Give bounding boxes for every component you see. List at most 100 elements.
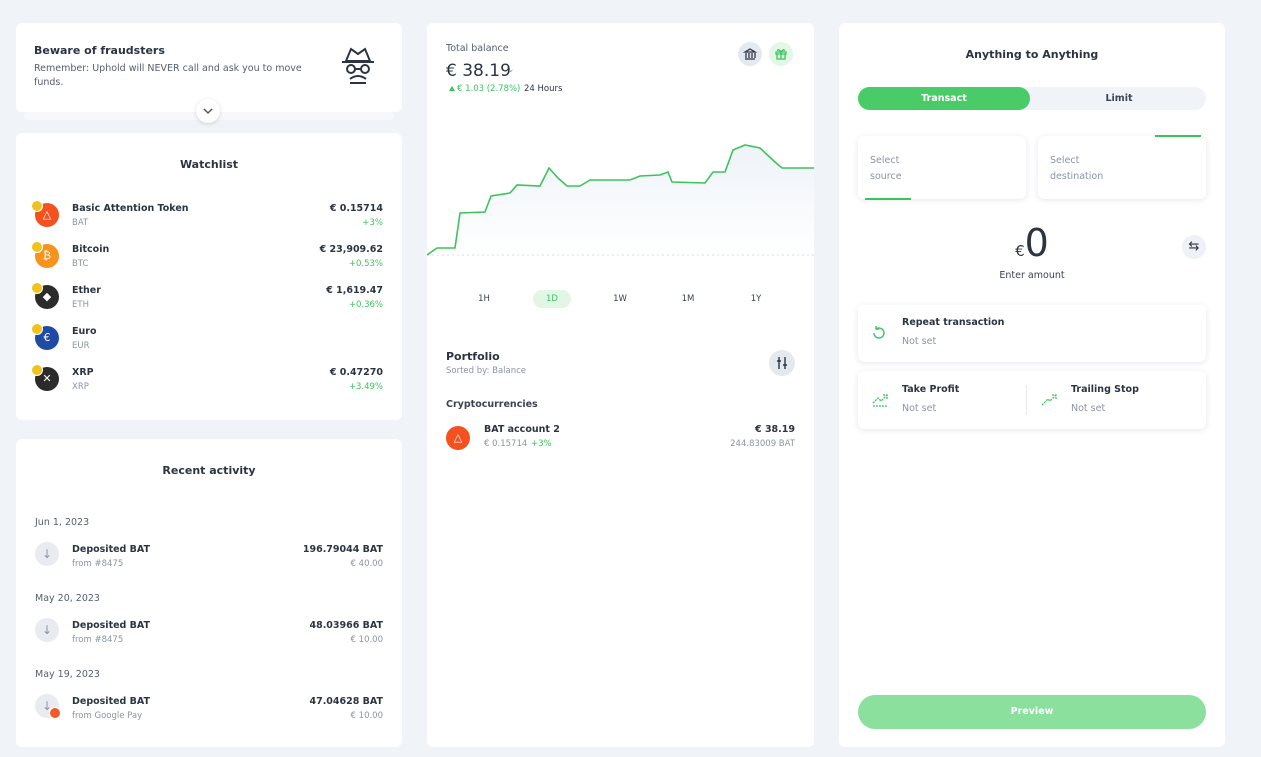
- up-arrow: [449, 86, 455, 91]
- coin-icon: ◆: [31, 282, 59, 309]
- source-box[interactable]: Select source: [858, 136, 1026, 200]
- activity-fiat: € 40.00: [350, 559, 383, 569]
- range-button[interactable]: 1D: [533, 290, 571, 308]
- tab[interactable]: Limit: [1105, 93, 1133, 104]
- coin-change: +0.53%: [348, 259, 383, 269]
- account-amount: 244.83009 BAT: [730, 439, 795, 449]
- activity-title[interactable]: Deposited BAT: [72, 620, 150, 631]
- trailing-stop-title[interactable]: Trailing Stop: [1071, 384, 1139, 395]
- activity-source: from #8475: [72, 635, 124, 645]
- coin-name[interactable]: XRP: [72, 367, 94, 378]
- account-name[interactable]: BAT account 2: [484, 424, 560, 435]
- activity-title[interactable]: Deposited BAT: [72, 544, 150, 555]
- chart-area: [427, 145, 814, 255]
- profit-icon: [872, 394, 888, 407]
- sort-button[interactable]: [769, 350, 795, 376]
- balance-change: € 1.03 (2.78%): [457, 84, 521, 94]
- coin-price: € 0.47270: [329, 367, 383, 378]
- star-badge: [31, 200, 43, 212]
- orders-box: Take Profit Not set Trailing Stop Not se…: [858, 371, 1206, 429]
- activity-date: May 20, 2023: [35, 593, 100, 604]
- stop-icon: [1041, 394, 1057, 406]
- coin-name[interactable]: Basic Attention Token: [72, 203, 189, 214]
- chart-line: [427, 144, 814, 256]
- gift-icon: [775, 49, 787, 60]
- star-badge: [31, 282, 43, 294]
- trade-title: Anything to Anything: [965, 48, 1099, 61]
- balance-dropdown[interactable]: ⌄: [507, 65, 515, 75]
- repeat-title: Repeat transaction: [902, 317, 1005, 328]
- coin-change: +3.49%: [348, 382, 383, 392]
- range-button[interactable]: 1H: [478, 294, 490, 304]
- repeat-box[interactable]: Repeat transaction Not set: [858, 305, 1206, 362]
- range-button[interactable]: 1W: [613, 294, 627, 304]
- take-profit-title[interactable]: Take Profit: [902, 384, 960, 395]
- portfolio-sort: Sorted by: Balance: [446, 366, 527, 376]
- activity-amount: 48.03966 BAT: [309, 620, 383, 631]
- swap-button[interactable]: ⇆: [1182, 235, 1206, 259]
- balance-chart: [427, 144, 814, 256]
- coin-symbol: BTC: [72, 259, 89, 269]
- tab[interactable]: Transact: [858, 87, 1030, 110]
- coin-icon: €: [31, 323, 59, 350]
- bank-button[interactable]: [738, 42, 762, 66]
- coin-price: € 1,619.47: [326, 285, 383, 296]
- tab-bar: Transact Limit: [858, 87, 1206, 110]
- coin-change: +3%: [362, 218, 383, 228]
- balance-label: Total balance: [446, 43, 509, 54]
- activity-source: from Google Pay: [72, 711, 143, 721]
- coin-symbol: XRP: [72, 382, 89, 392]
- activity-title[interactable]: Deposited BAT: [72, 696, 150, 707]
- source-underline: [865, 198, 911, 200]
- banner-text: Remember: Uphold will NEVER call and ask…: [34, 63, 302, 88]
- account-price: € 0.15714: [484, 439, 528, 449]
- coin-symbol: BAT: [72, 218, 89, 228]
- activity-date: Jun 1, 2023: [35, 517, 90, 528]
- activity-icon: ↓: [35, 542, 59, 566]
- account-icon: △: [446, 426, 470, 450]
- trailing-stop-value: Not set: [1071, 403, 1106, 414]
- repeat-icon: [873, 326, 885, 339]
- gift-button[interactable]: [769, 42, 793, 66]
- divider: [1026, 385, 1027, 415]
- fraud-banner: Beware of fraudsters Remember: Uphold wi…: [16, 23, 402, 123]
- coin-name[interactable]: Euro: [72, 326, 97, 337]
- star-badge: [31, 241, 43, 253]
- coin-name[interactable]: Bitcoin: [72, 244, 110, 255]
- portfolio-title: Portfolio: [446, 350, 500, 363]
- coin-name[interactable]: Ether: [72, 285, 101, 296]
- balance-period: 24 Hours: [524, 84, 563, 94]
- coin-price: € 0.15714: [329, 203, 383, 214]
- watchlist-title: Watchlist: [179, 158, 239, 171]
- banner-title: Beware of fraudsters: [34, 44, 165, 57]
- destination-underline: [1155, 135, 1201, 137]
- amount-line: €0: [839, 221, 1225, 265]
- activity-fiat: € 10.00: [350, 711, 383, 721]
- activity-amount: 196.79044 BAT: [302, 544, 383, 555]
- amount-hint: Enter amount: [999, 270, 1065, 281]
- range-button[interactable]: 1Y: [750, 294, 762, 304]
- amount: 0: [1024, 221, 1049, 265]
- section-title: Cryptocurrencies: [446, 399, 538, 410]
- account-value: € 38.19: [755, 424, 795, 435]
- recent-activity: Recent activity Jun 1, 2023 ↓ Deposited BA…: [16, 439, 402, 747]
- spy-icon: [342, 47, 374, 84]
- currency: €: [1015, 242, 1025, 260]
- star-badge: [31, 323, 43, 335]
- range-button[interactable]: 1M: [681, 294, 695, 304]
- balance-amount: € 38.19: [446, 61, 511, 81]
- preview-button[interactable]: Preview: [858, 695, 1206, 729]
- recent-title: Recent activity: [162, 464, 256, 477]
- repeat-value: Not set: [902, 336, 937, 347]
- star-badge: [31, 364, 43, 376]
- destination-box[interactable]: Select destination: [1038, 135, 1206, 199]
- coin-icon: ✕: [31, 364, 59, 391]
- expand-button[interactable]: [196, 99, 220, 123]
- trade-panel: Anything to Anything Transact Limit Selec…: [839, 23, 1225, 747]
- coin-price: € 23,909.62: [319, 244, 383, 255]
- bank-icon: [742, 48, 758, 60]
- coin-symbol: ETH: [72, 300, 89, 310]
- coin-icon: △: [31, 200, 59, 227]
- watchlist: Watchlist △ Basic Attention Token BAT € 0.1…: [16, 133, 402, 420]
